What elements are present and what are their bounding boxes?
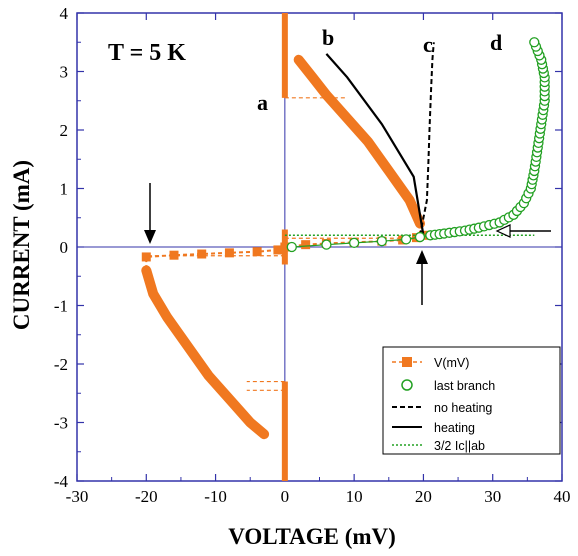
last-branch-point (321, 239, 332, 250)
y-tick-label: 2 (60, 121, 69, 140)
v-series-lower-branch (141, 265, 270, 440)
branch-label-c: c (423, 32, 433, 57)
y-tick-label: 4 (60, 4, 69, 23)
x-tick-label: 20 (415, 487, 432, 506)
heating-line (325, 53, 425, 236)
v-series-point (273, 245, 283, 255)
y-tick-label: -4 (54, 472, 69, 491)
v-series-point (280, 242, 290, 252)
legend-label-heating: heating (434, 421, 475, 435)
x-tick-label: -30 (66, 487, 89, 506)
legend-label-ic: 3/2 Ic||ab (434, 439, 485, 453)
x-tick-label: -20 (135, 487, 158, 506)
last-branch-point (286, 241, 297, 253)
v-series-upper-branch (293, 54, 425, 229)
no-heating-line (419, 42, 435, 236)
v-series-point (197, 249, 207, 259)
x-tick-label: 10 (346, 487, 363, 506)
v-series-point (252, 247, 262, 257)
x-tick-label: 40 (554, 487, 571, 506)
v-series-point (169, 250, 179, 260)
last-branch-point (414, 231, 426, 243)
legend-marker-v (402, 357, 412, 367)
series-layer (141, 13, 550, 481)
v-series-point (141, 252, 151, 262)
branch-label-b: b (322, 25, 334, 50)
arrow-left-right-head (495, 224, 511, 238)
branch-label-d: d (490, 30, 502, 55)
v-series-point (301, 240, 311, 250)
last-branch-point (529, 37, 540, 48)
x-axis-label: VOLTAGE (mV) (228, 524, 396, 549)
arrow-up-bottom-head (416, 250, 428, 264)
last-branch-point (400, 234, 412, 245)
last-branch-point (348, 237, 360, 249)
y-tick-label: 1 (60, 180, 69, 199)
legend: V(mV) last branch no heating heating 3/2… (382, 346, 561, 455)
last-branch-point (376, 235, 388, 247)
y-tick-label: 3 (60, 63, 69, 82)
legend-box (382, 346, 561, 455)
arrow-down-left-head (144, 230, 156, 244)
y-tick-label: -3 (54, 414, 68, 433)
annotation-arrows (144, 183, 551, 305)
legend-label-v: V(mV) (434, 356, 469, 370)
x-tick-label: 0 (281, 487, 290, 506)
legend-marker-last-branch (401, 379, 413, 391)
legend-label-no-heating: no heating (434, 401, 492, 415)
legend-label-last-branch: last branch (434, 379, 495, 393)
x-tick-label: 30 (484, 487, 501, 506)
temperature-annotation: T = 5 K (108, 40, 186, 66)
x-tick-label: -10 (204, 487, 227, 506)
y-axis-label: CURRENT (mA) (9, 160, 34, 330)
y-tick-label: 0 (60, 238, 69, 257)
branch-label-a: a (257, 90, 268, 115)
y-tick-label: -1 (54, 297, 68, 316)
v-series-point (224, 248, 234, 258)
y-tick-label: -2 (54, 355, 68, 374)
